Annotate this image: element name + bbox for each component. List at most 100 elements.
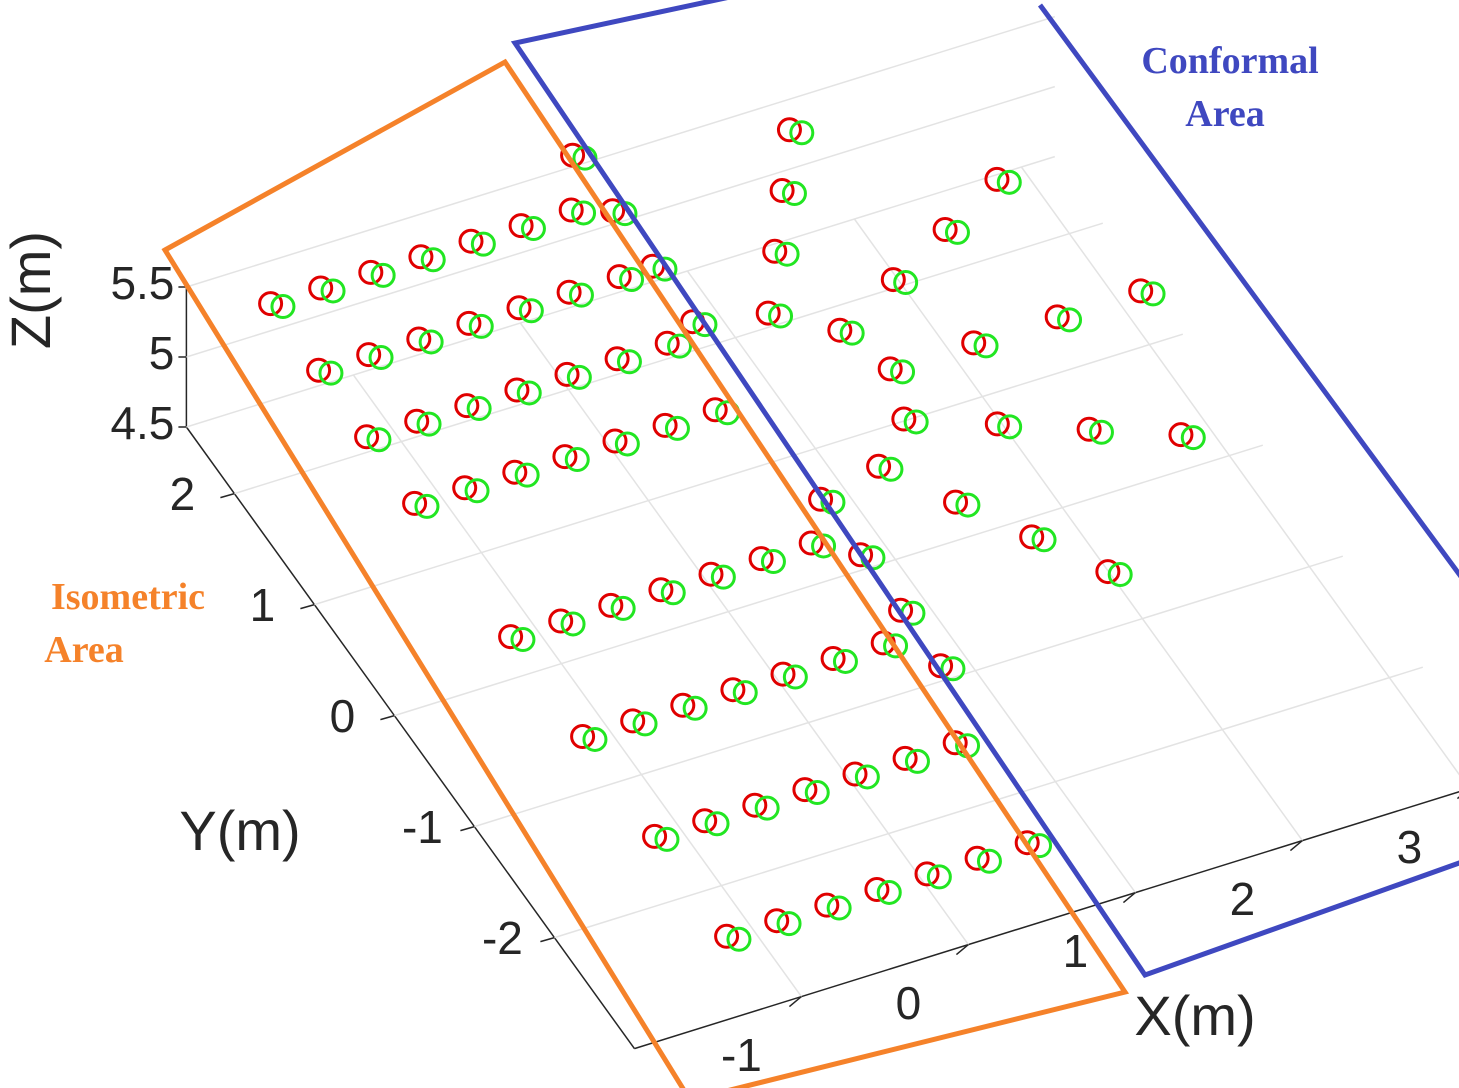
- grid-line: [234, 222, 1104, 495]
- point: [1168, 422, 1194, 448]
- point: [832, 648, 858, 674]
- point: [654, 826, 680, 852]
- point: [670, 692, 696, 718]
- point: [414, 493, 440, 519]
- point: [984, 166, 1010, 192]
- grid-line: [853, 218, 1304, 842]
- point: [997, 414, 1023, 440]
- point: [710, 564, 736, 590]
- point: [558, 197, 584, 223]
- point: [598, 592, 624, 618]
- y-tick-label: 1: [250, 579, 276, 631]
- point: [892, 745, 918, 771]
- point: [306, 357, 332, 383]
- point: [768, 303, 794, 329]
- annotation: Area: [44, 629, 124, 671]
- point: [774, 241, 800, 267]
- point: [498, 624, 524, 650]
- point: [720, 677, 746, 703]
- point: [1107, 562, 1133, 588]
- point: [1095, 559, 1121, 585]
- x-tick: [955, 944, 969, 956]
- point: [366, 427, 392, 453]
- point: [726, 926, 752, 952]
- point: [942, 730, 968, 756]
- point: [667, 333, 693, 359]
- grid-line: [394, 444, 1264, 717]
- point: [406, 326, 432, 352]
- point: [891, 406, 917, 432]
- point: [955, 492, 981, 518]
- point: [568, 282, 594, 308]
- point: [614, 431, 640, 457]
- conformal-area-box: [510, 0, 1459, 979]
- point: [468, 313, 494, 339]
- marks: [258, 117, 1206, 952]
- point: [660, 580, 686, 606]
- point: [510, 627, 536, 653]
- point: [1140, 281, 1166, 307]
- point: [940, 656, 966, 682]
- isometric-area-box: [161, 58, 1130, 1088]
- point: [514, 462, 540, 488]
- point: [769, 178, 795, 204]
- point: [932, 216, 958, 242]
- y-tick: [300, 603, 315, 610]
- point: [610, 595, 636, 621]
- point: [502, 459, 528, 485]
- point: [782, 664, 808, 690]
- point: [418, 329, 444, 355]
- point: [866, 453, 892, 479]
- point: [548, 608, 574, 634]
- point: [854, 764, 880, 790]
- point: [864, 877, 890, 902]
- point: [564, 447, 590, 473]
- point: [842, 761, 868, 787]
- point: [416, 411, 442, 437]
- point: [996, 169, 1022, 195]
- point: [470, 231, 496, 257]
- x-tick-label: 0: [896, 977, 922, 1029]
- y-tick: [540, 936, 555, 943]
- point: [616, 349, 642, 375]
- x-tick-label: 2: [1230, 873, 1256, 925]
- grid-line: [186, 85, 1056, 358]
- annotation: Conformal: [1141, 40, 1318, 82]
- point: [420, 247, 446, 273]
- point: [848, 542, 874, 568]
- point: [944, 219, 970, 245]
- grid-line: [519, 322, 970, 946]
- point: [742, 792, 768, 818]
- point: [808, 486, 834, 512]
- point: [582, 726, 608, 752]
- point: [458, 228, 484, 254]
- point: [554, 361, 580, 387]
- point: [358, 259, 384, 285]
- point: [880, 267, 906, 293]
- y-axis-line: [185, 426, 636, 1050]
- point: [504, 377, 530, 403]
- point: [620, 708, 646, 734]
- point: [452, 475, 478, 501]
- point: [571, 200, 597, 226]
- annotation: Isometric: [51, 576, 205, 618]
- point: [566, 364, 592, 390]
- y-tick: [380, 714, 395, 721]
- point: [976, 848, 1002, 874]
- point: [1044, 304, 1070, 330]
- point: [308, 275, 334, 301]
- point: [454, 393, 480, 419]
- y-tick-label: -1: [402, 801, 443, 853]
- point: [878, 456, 904, 482]
- point: [876, 879, 902, 905]
- point: [556, 279, 582, 305]
- point: [732, 680, 758, 706]
- point: [764, 908, 790, 934]
- point: [798, 530, 824, 556]
- y-tick-label: -2: [482, 912, 523, 964]
- point: [642, 823, 668, 849]
- z-axis-label: Z(m): [0, 231, 62, 349]
- point: [888, 597, 914, 623]
- x-axis-line: [634, 791, 1459, 1050]
